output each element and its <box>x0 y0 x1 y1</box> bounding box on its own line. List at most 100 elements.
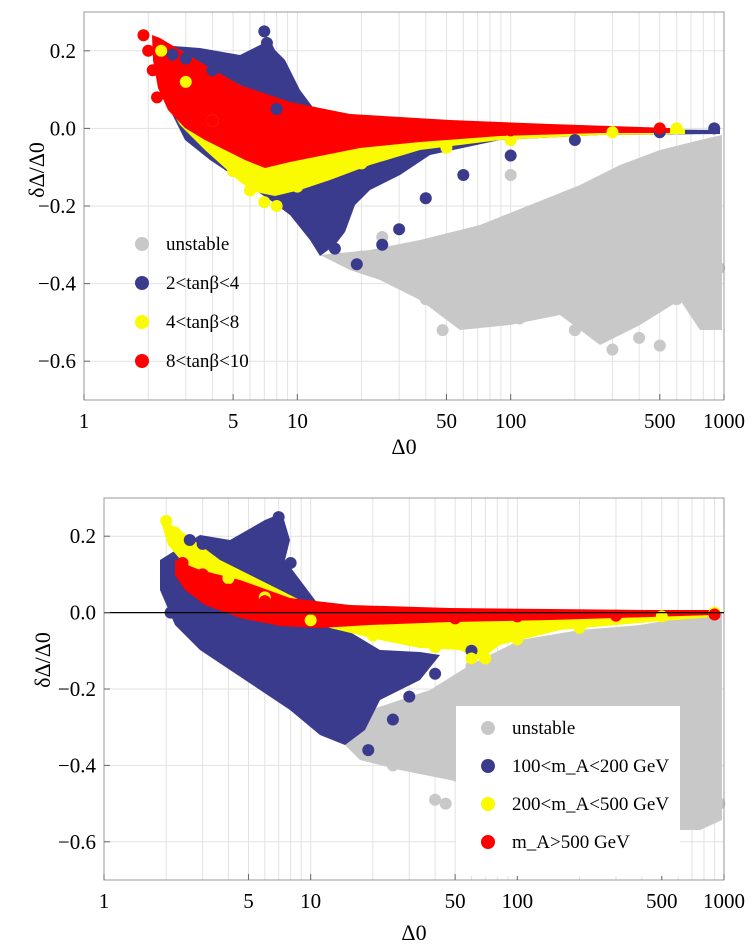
data-point <box>206 64 219 77</box>
data-point <box>609 609 622 622</box>
panel-bottom: 1 5 10 50 100 500 1000 −0.6 −0.4 −0.2 0.0 0.2 δΔ/Δ0… <box>30 497 745 945</box>
data-point <box>606 343 619 356</box>
data-point <box>275 526 288 539</box>
legend-marker <box>135 315 149 329</box>
x-tick-label: 500 <box>646 889 678 913</box>
x-tick-label: 50 <box>436 409 457 433</box>
legend-marker <box>135 237 149 251</box>
data-point <box>479 652 492 665</box>
data-point <box>620 300 633 313</box>
data-point <box>708 153 721 166</box>
data-point <box>179 75 192 88</box>
data-point <box>504 134 517 147</box>
data-point <box>196 637 209 650</box>
x-tick-label: 10 <box>300 889 321 913</box>
tanb-8-10-cloud <box>152 35 670 168</box>
data-point <box>504 168 517 181</box>
data-point <box>547 683 560 695</box>
legend-marker <box>481 835 495 849</box>
data-point <box>513 312 526 325</box>
data-point <box>227 130 240 143</box>
data-point <box>244 184 257 197</box>
data-point <box>258 595 271 608</box>
data-point <box>653 122 666 135</box>
y-tick-label: −0.4 <box>38 272 77 296</box>
x-tick-label: 1 <box>79 409 90 433</box>
data-point <box>151 91 164 104</box>
data-point <box>308 227 321 240</box>
x-tick-label: 5 <box>228 409 239 433</box>
data-point <box>355 157 368 170</box>
x-tick-label: 1 <box>99 889 110 913</box>
data-point <box>504 124 517 137</box>
data-point <box>419 192 432 205</box>
panel-top: 1 5 10 50 100 500 1000 −0.6 −0.4 −0.2 0.0 0.2 δΔ/Δ0… <box>24 11 745 459</box>
data-point <box>366 629 379 642</box>
y-tick-label: 0.0 <box>70 601 96 625</box>
legend-marker <box>481 759 495 773</box>
data-point <box>655 610 668 623</box>
data-point <box>270 200 283 212</box>
data-point <box>419 293 432 306</box>
y-tick-label: 0.2 <box>70 524 96 548</box>
data-point <box>568 324 581 337</box>
legend-label: 200<m_A<500 GeV <box>512 794 669 815</box>
data-point <box>196 568 209 581</box>
data-point <box>429 667 442 680</box>
data-point <box>471 285 484 298</box>
data-point <box>350 258 363 271</box>
data-point <box>304 614 317 627</box>
data-point <box>494 265 507 278</box>
x-tick-label: 5 <box>243 889 254 913</box>
y-tick-label: −0.6 <box>38 349 76 373</box>
data-point <box>708 608 721 621</box>
data-point <box>393 269 406 282</box>
data-point <box>376 238 389 251</box>
data-point <box>270 141 283 154</box>
y-tick-label: −0.6 <box>58 830 96 854</box>
data-point <box>697 316 710 329</box>
legend-marker <box>481 721 495 735</box>
panel-bottom-xlabel: Δ0 <box>401 920 426 945</box>
y-tick-label: −0.4 <box>58 753 97 777</box>
legend-background <box>456 706 680 876</box>
data-point <box>573 621 586 634</box>
data-point <box>206 114 219 127</box>
data-point <box>436 324 449 337</box>
data-point <box>685 667 698 680</box>
data-point <box>713 262 726 275</box>
data-point <box>284 683 297 695</box>
data-point <box>589 285 602 298</box>
panel-top-ylabel: δΔ/Δ0 <box>24 142 49 198</box>
data-point <box>328 242 341 255</box>
panel-top-ticks: 1 5 10 50 100 500 1000 −0.6 −0.4 −0.2 0.0 0.2 <box>38 39 745 433</box>
data-point <box>606 126 619 139</box>
data-point <box>439 797 452 810</box>
data-point <box>222 541 235 554</box>
panel-bottom-legend: unstable 100<m_A<200 GeV 200<m_A<500 GeV m_… <box>456 706 680 876</box>
data-point <box>403 690 416 703</box>
data-point <box>196 537 209 550</box>
data-point <box>146 64 159 77</box>
data-point <box>222 583 235 596</box>
data-point <box>708 122 721 135</box>
data-point <box>137 29 150 42</box>
legend-label: m_A>500 GeV <box>512 832 630 853</box>
data-point <box>653 339 666 352</box>
data-point <box>449 304 462 317</box>
unstable-cloud <box>320 135 722 345</box>
data-point <box>393 223 406 236</box>
panel-top-xlabel: Δ0 <box>391 434 416 459</box>
data-point <box>291 180 304 193</box>
x-tick-label: 100 <box>495 409 527 433</box>
data-point <box>542 238 555 251</box>
data-point <box>168 526 181 539</box>
data-point <box>321 705 334 718</box>
legend-label: 2<tanβ<4 <box>166 273 240 294</box>
panel-top-clouds <box>152 35 722 345</box>
legend-marker <box>135 354 149 368</box>
data-point <box>440 141 453 154</box>
data-point <box>713 797 726 810</box>
x-tick-label: 100 <box>502 889 534 913</box>
